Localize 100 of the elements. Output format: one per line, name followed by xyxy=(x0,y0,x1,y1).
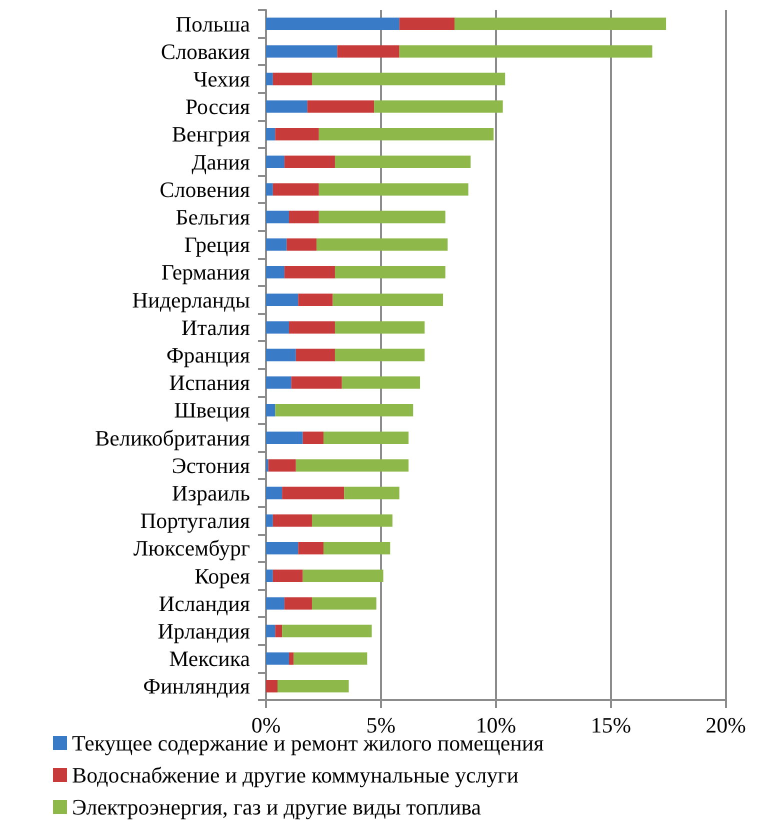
x-tick-label: 15% xyxy=(590,712,632,738)
bar xyxy=(312,597,376,610)
bar xyxy=(272,183,319,196)
y-tick-label: Россия xyxy=(185,94,250,120)
bar xyxy=(272,514,312,527)
bar xyxy=(277,680,349,692)
y-tick-label: Португалия xyxy=(140,508,250,534)
y-tick-label: Польша xyxy=(176,11,250,36)
bar xyxy=(316,238,448,251)
bar xyxy=(284,156,335,168)
y-tick-label: Эстония xyxy=(172,452,250,478)
bar xyxy=(266,570,273,582)
bar xyxy=(266,542,298,554)
bar xyxy=(288,652,294,665)
y-tick-label: Люксембург xyxy=(133,536,250,561)
bar xyxy=(266,266,284,278)
bar xyxy=(312,514,392,527)
bar xyxy=(307,100,374,113)
bar xyxy=(272,72,312,86)
bar xyxy=(286,238,317,251)
bar xyxy=(334,321,425,334)
y-tick-label: Словакия xyxy=(160,38,250,64)
y-tick-label: Греция xyxy=(184,232,250,258)
bar xyxy=(275,404,414,416)
y-tick-label: Нидерланды xyxy=(132,287,250,312)
x-tick-label: 0% xyxy=(251,712,281,738)
y-tick-label: Венгрия xyxy=(172,122,250,147)
bar xyxy=(399,45,652,58)
bar xyxy=(342,376,420,389)
bar xyxy=(266,597,284,610)
bar xyxy=(337,45,400,58)
bar xyxy=(399,18,455,30)
x-tick-label: 20% xyxy=(706,712,746,738)
y-tick-label: Корея xyxy=(194,563,250,588)
legend-label: Водоснабжение и другие коммунальные услуги xyxy=(72,762,519,788)
bar xyxy=(266,680,278,692)
bar xyxy=(266,404,276,416)
bar xyxy=(318,210,446,224)
bar xyxy=(318,128,494,140)
bar xyxy=(266,486,282,500)
bar xyxy=(268,459,296,472)
bar xyxy=(298,294,333,306)
y-tick-label: Франция xyxy=(166,342,250,368)
bar xyxy=(266,514,273,527)
y-tick-label: Мексика xyxy=(169,646,250,672)
bar xyxy=(275,128,319,140)
bar xyxy=(266,624,276,638)
y-tick-label: Словения xyxy=(160,176,250,202)
bar xyxy=(266,376,292,389)
bar xyxy=(296,348,335,362)
bar xyxy=(275,624,282,638)
bar xyxy=(344,486,400,500)
y-tick-label: Испания xyxy=(169,370,250,396)
bar xyxy=(284,597,312,610)
bar xyxy=(266,156,284,168)
y-tick-label: Великобритания xyxy=(94,425,250,450)
bar xyxy=(266,348,296,362)
bar xyxy=(266,183,273,196)
y-tick-label: Дания xyxy=(192,149,250,174)
bar xyxy=(266,18,400,30)
bar xyxy=(296,459,409,472)
bar xyxy=(334,348,425,362)
bar xyxy=(332,294,444,306)
bar xyxy=(266,238,287,251)
bar xyxy=(302,570,384,582)
x-tick-label: 10% xyxy=(476,712,516,738)
bar xyxy=(266,128,276,140)
bar xyxy=(266,432,303,444)
bar xyxy=(282,486,344,500)
bar xyxy=(288,321,335,334)
bar xyxy=(288,210,319,224)
bar xyxy=(454,18,666,30)
bar xyxy=(266,321,289,334)
bar xyxy=(266,652,289,665)
y-tick-label: Ирландия xyxy=(158,618,250,644)
bar xyxy=(266,210,289,224)
bar xyxy=(282,624,372,638)
bar xyxy=(284,266,335,278)
y-tick-label: Финляндия xyxy=(143,674,250,699)
y-tick-label: Германия xyxy=(161,260,250,285)
bar xyxy=(323,542,390,554)
y-tick-label: Израиль xyxy=(172,480,250,506)
bar xyxy=(266,294,298,306)
bar xyxy=(312,72,506,86)
y-tick-label: Исландия xyxy=(158,590,250,616)
x-tick-label: 5% xyxy=(366,712,396,738)
bar xyxy=(302,432,324,444)
bar xyxy=(266,100,308,113)
bar xyxy=(294,652,368,665)
bar xyxy=(334,266,446,278)
legend-label: Электроэнергия, газ и другие виды топлива xyxy=(72,794,482,820)
bar xyxy=(374,100,503,113)
bar xyxy=(323,432,409,444)
bar xyxy=(272,570,303,582)
bar xyxy=(266,72,273,86)
y-tick-label: Швеция xyxy=(174,398,250,423)
bar xyxy=(334,156,471,168)
bar xyxy=(266,45,338,58)
bar xyxy=(318,183,468,196)
y-tick-label: Чехия xyxy=(193,66,250,92)
